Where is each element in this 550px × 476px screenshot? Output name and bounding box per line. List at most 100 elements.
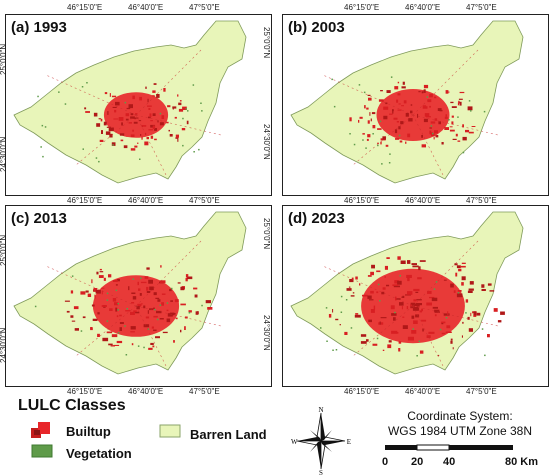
builtup-patch [429, 296, 435, 299]
builtup-patch [128, 286, 130, 291]
vegetation-patch [326, 340, 328, 342]
builtup-patch [446, 91, 450, 93]
vegetation-patch [132, 278, 134, 280]
builtup-patch [149, 286, 154, 291]
builtup-patch [144, 141, 149, 146]
builtup-patch [131, 302, 135, 304]
vegetation-patch [115, 289, 118, 292]
builtup-patch [410, 104, 413, 106]
builtup-patch [119, 133, 125, 136]
builtup-patch [379, 321, 381, 325]
builtup-patch [131, 292, 136, 294]
longitude-label: 47°5'0"E [466, 387, 497, 396]
road-streak [412, 49, 479, 116]
vegetation-patch [377, 283, 380, 286]
builtup-patch [451, 106, 457, 108]
builtup-patch [152, 345, 155, 348]
builtup-patch [172, 108, 174, 110]
builtup-patch [402, 81, 405, 85]
builtup-patch [457, 290, 462, 292]
builtup-patch [130, 134, 135, 137]
vegetation-patch [379, 300, 381, 302]
builtup-patch [115, 101, 120, 106]
builtup-patch [467, 316, 470, 320]
map-1993 [13, 20, 247, 184]
builtup-patch [413, 299, 417, 302]
longitude-label: 46°40'0"E [405, 196, 441, 205]
builtup-patch [461, 262, 466, 264]
builtup-patch [362, 133, 365, 135]
builtup-patch [160, 265, 162, 268]
builtup-patch [109, 93, 111, 97]
builtup-patch [99, 271, 104, 273]
builtup-patch [425, 116, 431, 118]
builtup-patch [371, 264, 375, 269]
vegetation-patch [379, 120, 382, 123]
builtup-patch [423, 118, 428, 123]
road-streak [412, 114, 444, 176]
builtup-patch [185, 278, 188, 282]
vegetation-patch [377, 144, 379, 147]
builtup-patch [115, 307, 118, 312]
builtup-patch [162, 331, 168, 334]
builtup-patch [454, 263, 458, 266]
builtup-patch [141, 303, 143, 305]
builtup-patch [368, 319, 372, 323]
builtup-patch [451, 115, 454, 118]
builtup-patch [91, 279, 93, 284]
builtup-patch [92, 318, 98, 321]
builtup-patch [432, 306, 438, 309]
builtup-patch [149, 113, 152, 118]
builtup-patch [126, 107, 131, 110]
vegetation-patch [345, 299, 348, 301]
builtup-patch [358, 119, 360, 123]
vegetation-patch [140, 277, 142, 279]
map-2023 [290, 211, 524, 375]
builtup-patch [360, 334, 367, 337]
builtup-patch [421, 144, 426, 148]
builtup-patch [380, 90, 383, 92]
builtup-patch [125, 118, 129, 121]
builtup-patch [135, 113, 138, 115]
builtup-patch [465, 299, 469, 303]
builtup-patch [153, 329, 157, 331]
builtup-patch [381, 291, 385, 295]
builtup-patch [372, 125, 376, 129]
builtup-patch [177, 94, 179, 97]
builtup-patch [137, 142, 139, 144]
builtup-patch [395, 138, 400, 140]
builtup-patch [368, 97, 372, 101]
builtup-patch [458, 98, 463, 100]
builtup-patch [371, 112, 376, 115]
builtup-patch [108, 128, 114, 132]
builtup-patch [174, 116, 177, 119]
builtup-patch [367, 120, 370, 124]
builtup-patch [133, 310, 137, 313]
builtup-patch [441, 323, 444, 325]
vegetation-patch [349, 133, 351, 135]
builtup-patch [399, 302, 404, 306]
builtup-patch [392, 284, 399, 286]
builtup-patch [82, 316, 86, 319]
builtup-patch [468, 288, 474, 291]
builtup-patch [173, 340, 175, 343]
builtup-patch [465, 129, 470, 133]
builtup-patch [352, 292, 355, 294]
builtup-patch [413, 288, 420, 292]
vegetation-patch [126, 308, 128, 310]
builtup-patch [421, 135, 423, 138]
builtup-patch [429, 93, 433, 98]
builtup-patch [384, 276, 386, 278]
builtup-patch [144, 276, 149, 279]
vegetation-patch [430, 125, 433, 127]
builtup-patch [402, 316, 405, 318]
builtup-patch [460, 265, 466, 268]
builtup-patch [130, 116, 135, 119]
builtup-patch [367, 134, 371, 138]
builtup-patch [172, 106, 177, 109]
builtup-patch [386, 90, 391, 93]
builtup-patch [417, 277, 422, 280]
vegetation-patch [71, 275, 74, 277]
vegetation-patch [439, 328, 442, 331]
builtup-patch [393, 117, 398, 120]
